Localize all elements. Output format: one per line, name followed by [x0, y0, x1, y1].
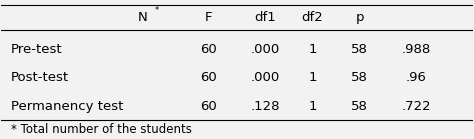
Text: .722: .722 [401, 100, 431, 113]
Text: 58: 58 [351, 100, 368, 113]
Text: .000: .000 [251, 43, 280, 56]
Text: .988: .988 [401, 43, 431, 56]
Text: .000: .000 [251, 71, 280, 84]
Text: N: N [138, 11, 147, 24]
Text: Pre-test: Pre-test [11, 43, 63, 56]
Text: 60: 60 [201, 43, 217, 56]
Text: *: * [155, 6, 159, 15]
Text: 60: 60 [201, 71, 217, 84]
Text: 1: 1 [308, 71, 317, 84]
Text: Post-test: Post-test [11, 71, 69, 84]
Text: df1: df1 [255, 11, 276, 24]
Text: 1: 1 [308, 43, 317, 56]
Text: 60: 60 [201, 100, 217, 113]
Text: 1: 1 [308, 100, 317, 113]
Text: p: p [356, 11, 364, 24]
Text: F: F [205, 11, 212, 24]
Text: 58: 58 [351, 71, 368, 84]
Text: * Total number of the students: * Total number of the students [11, 123, 191, 136]
Text: Permanency test: Permanency test [11, 100, 123, 113]
Text: df2: df2 [301, 11, 323, 24]
Text: .96: .96 [406, 71, 427, 84]
Text: 58: 58 [351, 43, 368, 56]
Text: .128: .128 [251, 100, 280, 113]
